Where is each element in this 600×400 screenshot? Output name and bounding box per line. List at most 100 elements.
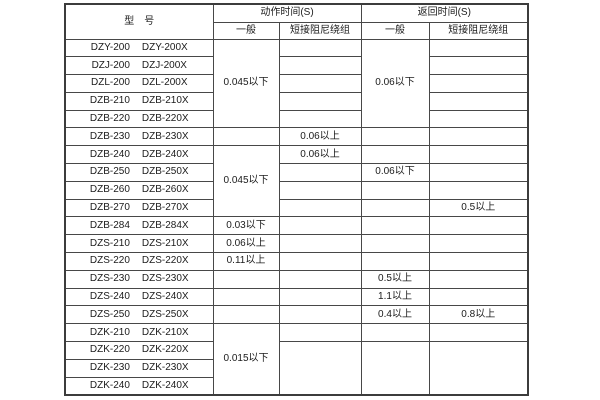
table-row: DZB-284 DZB-284X 0.03以下: [64, 216, 529, 236]
return-damping-cell: [428, 163, 529, 182]
model-name-primary: DZB-270: [89, 202, 130, 214]
return-damping-cell: 0.8以上: [428, 305, 529, 325]
return-damping-cell: [428, 216, 529, 236]
table-row: DZS-220 DZS-220X 0.11以上: [64, 252, 529, 271]
header-row-subcolumns: 一般 短接阻尼绕组 一般 短接阻尼绕组: [65, 21, 529, 40]
model-cell: DZB-260 DZB-260X: [64, 180, 214, 200]
model-name-primary: DZB-284: [89, 219, 130, 231]
model-cell: DZB-240 DZB-240X: [64, 145, 214, 165]
model-name-primary: DZB-250: [89, 166, 130, 178]
action-damping-cell: [278, 38, 362, 58]
table-row: DZL-200 DZL-200X: [64, 74, 529, 93]
action-damping-cell: [278, 287, 362, 307]
return-damping-cell: [428, 252, 529, 271]
model-cell: DZK-240 DZK-240X: [64, 376, 214, 396]
table-row: DZK-230 DZK-230X: [64, 358, 528, 378]
action-damping-cell: [278, 180, 362, 200]
return-general-cell: [360, 127, 430, 147]
header-action-general: 一般: [212, 21, 280, 40]
action-damping-cell: 0.06以上: [278, 127, 362, 147]
table-row: DZB-210 DZB-210X: [64, 91, 529, 111]
table-row: DZB-240 DZB-240X 0.045以下 0.06以上: [64, 145, 529, 218]
action-general-cell: 0.045以下: [212, 38, 280, 129]
model-name-variant: DZS-220X: [141, 255, 189, 267]
table-row: DZB-220 DZB-220X: [64, 109, 529, 129]
action-general-cell: 0.015以下: [212, 323, 280, 396]
return-general-cell: [360, 216, 430, 236]
model-name-variant: DZB-240X: [141, 148, 189, 160]
table-row: DZS-230 DZS-230X 0.5以上: [64, 269, 529, 289]
table-row: DZK-210 DZK-210X 0.015以下: [64, 323, 529, 396]
model-cell: DZS-220 DZS-220X: [64, 252, 214, 271]
return-general-cell: 0.4以上: [360, 305, 430, 325]
model-name-variant: DZB-260X: [141, 184, 189, 196]
return-damping-cell: [428, 109, 529, 129]
model-name-primary: DZK-240: [89, 379, 130, 391]
action-damping-cell: 0.06以上: [278, 145, 362, 165]
model-name-primary: DZS-220: [89, 255, 130, 267]
header-model: 型 号: [64, 3, 214, 40]
action-damping-cell: [278, 74, 362, 93]
model-name-variant: DZS-250X: [141, 308, 189, 320]
model-name-primary: DZS-240: [89, 291, 130, 303]
return-damping-cell: [428, 269, 529, 289]
model-name-variant: DZB-250X: [141, 166, 189, 178]
header-action-time: 动作时间(S): [212, 3, 362, 23]
model-cell: DZS-230 DZS-230X: [64, 269, 214, 289]
table-row: DZS-250 DZS-250X 0.4以上 0.8以上: [64, 305, 529, 325]
model-name-primary: DZB-220: [89, 113, 130, 125]
model-name-variant: DZK-240X: [141, 379, 189, 391]
table-row: DZS-240 DZS-240X 1.1以上: [64, 287, 529, 307]
table-row: DZK-240 DZK-240X: [64, 376, 528, 396]
model-cell: DZY-200 DZY-200X: [64, 38, 214, 58]
table-row: DZJ-200 DZJ-200X: [64, 56, 529, 76]
action-general-cell: 0.045以下: [212, 145, 280, 218]
return-damping-cell: [428, 38, 529, 58]
model-name-primary: DZK-220: [89, 344, 130, 356]
model-cell: DZK-220 DZK-220X: [64, 341, 214, 360]
return-damping-cell: [428, 145, 529, 165]
model-cell: DZB-220 DZB-220X: [64, 109, 214, 129]
action-damping-cell: [278, 91, 362, 111]
return-general-cell: [360, 145, 430, 165]
model-name-variant: DZB-210X: [141, 95, 189, 107]
return-general-cell: 1.1以上: [360, 287, 430, 307]
model-name-variant: DZB-220X: [141, 113, 189, 125]
model-name-variant: DZS-210X: [141, 237, 189, 249]
model-cell: DZB-230 DZB-230X: [64, 127, 214, 147]
action-general-cell: 0.11以上: [212, 252, 280, 271]
return-general-cell: [360, 323, 430, 343]
model-cell: DZB-284 DZB-284X: [64, 216, 214, 236]
model-name-primary: DZY-200: [90, 41, 130, 53]
table-row: DZS-210 DZS-210X 0.06以上: [64, 234, 529, 254]
action-damping-cell: [278, 305, 362, 325]
header-action-damping: 短接阻尼绕组: [278, 21, 362, 40]
header-return-damping: 短接阻尼绕组: [428, 21, 529, 40]
return-general-cell: [360, 198, 430, 218]
return-damping-cell: [428, 341, 529, 396]
model-name-variant: DZS-240X: [141, 291, 189, 303]
model-cell: DZK-230 DZK-230X: [64, 358, 214, 378]
model-cell: DZB-250 DZB-250X: [64, 163, 214, 182]
return-damping-cell: 0.5以上: [428, 198, 529, 218]
return-damping-cell: [428, 234, 529, 254]
model-cell: DZK-210 DZK-210X: [64, 323, 214, 343]
action-damping-cell: [278, 269, 362, 289]
return-general-cell: 0.5以上: [360, 269, 430, 289]
table-row: DZY-200 DZY-200X 0.045以下 0.06以下: [64, 38, 529, 129]
return-general-cell: 0.06以下: [360, 163, 430, 182]
model-name-variant: DZB-284X: [141, 219, 189, 231]
model-name-variant: DZK-230X: [141, 362, 189, 374]
model-name-primary: DZS-230: [89, 273, 130, 285]
action-general-cell: 0.06以上: [212, 234, 280, 254]
action-damping-cell: [278, 198, 362, 218]
model-name-primary: DZL-200: [91, 77, 130, 89]
model-name-variant: DZB-230X: [141, 130, 189, 142]
model-cell: DZB-270 DZB-270X: [64, 198, 214, 218]
table-row: DZK-220 DZK-220X: [64, 341, 529, 396]
model-name-primary: DZS-250: [89, 308, 130, 320]
action-damping-cell: [278, 341, 362, 396]
action-damping-cell: [278, 56, 362, 76]
model-name-primary: DZB-260: [89, 184, 130, 196]
